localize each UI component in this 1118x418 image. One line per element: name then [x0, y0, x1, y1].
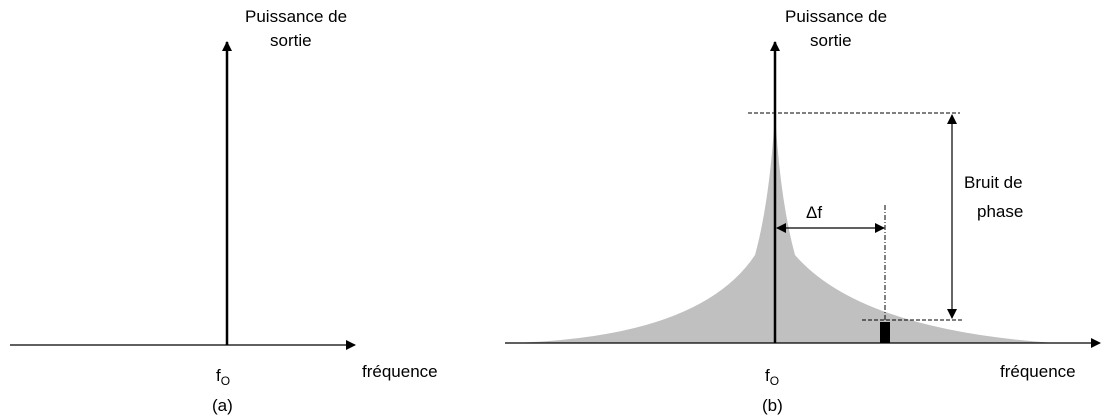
center-label: fO [765, 366, 779, 388]
caption: (a) [212, 396, 233, 415]
x-label: fréquence [1000, 362, 1076, 381]
measurement-band [880, 322, 890, 343]
x-label: fréquence [362, 362, 438, 381]
y-label: Puissance de [785, 7, 887, 26]
noise-label: Bruit de [964, 173, 1023, 192]
center-label: fO [216, 366, 230, 388]
y-label: Puissance de [245, 7, 347, 26]
panel-a: Puissance de sortie fréquence fO (a) [10, 7, 438, 415]
caption: (b) [762, 396, 783, 415]
offset-label: Δf [806, 203, 822, 222]
noise-label: phase [977, 202, 1023, 221]
panel-b: Puissance de sortie Δf Bruit de phase fr… [505, 7, 1101, 415]
y-label: sortie [810, 31, 852, 50]
y-label: sortie [270, 31, 312, 50]
